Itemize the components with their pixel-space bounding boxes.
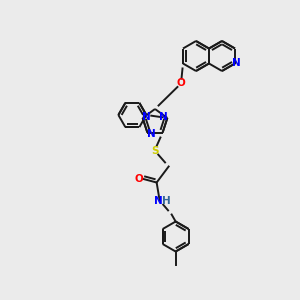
Text: O: O	[177, 79, 185, 88]
Text: N: N	[142, 112, 151, 122]
Text: N: N	[159, 112, 168, 122]
Text: S: S	[151, 146, 158, 155]
Text: N: N	[232, 58, 240, 68]
Text: O: O	[134, 173, 143, 184]
Text: N: N	[154, 196, 163, 206]
Text: N: N	[147, 128, 156, 139]
Text: H: H	[162, 196, 171, 206]
